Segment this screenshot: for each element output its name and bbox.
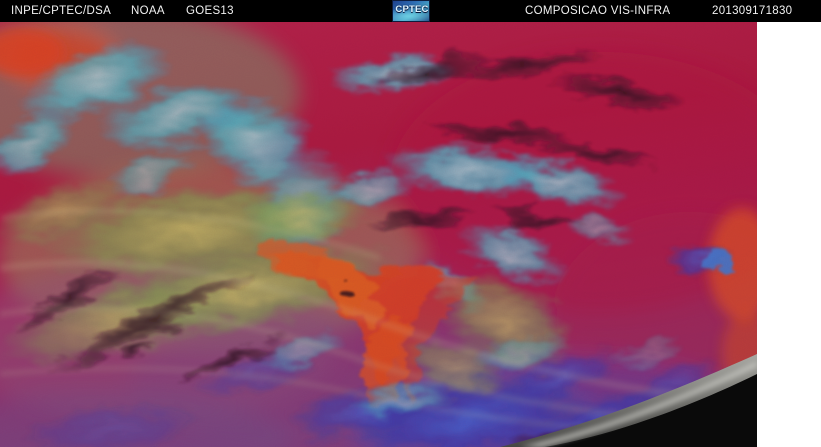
- product-label: COMPOSICAO VIS-INFRA: [525, 5, 671, 17]
- header-bar: INPE/CPTEC/DSA NOAA GOES13 COMPOSICAO VI…: [0, 0, 821, 22]
- satellite-image: [0, 22, 757, 447]
- image-void-area: [757, 22, 821, 447]
- timestamp-label: 201309171830: [712, 5, 793, 17]
- agency-label: NOAA: [131, 5, 165, 17]
- logo-glow-icon: [393, 7, 429, 21]
- institute-label: INPE/CPTEC/DSA: [11, 5, 112, 17]
- satellite-image-canvas: [0, 22, 757, 447]
- logo-text: CPTEC: [395, 4, 429, 15]
- cptec-logo: CPTEC: [392, 0, 430, 22]
- satellite-label: GOES13: [186, 5, 234, 17]
